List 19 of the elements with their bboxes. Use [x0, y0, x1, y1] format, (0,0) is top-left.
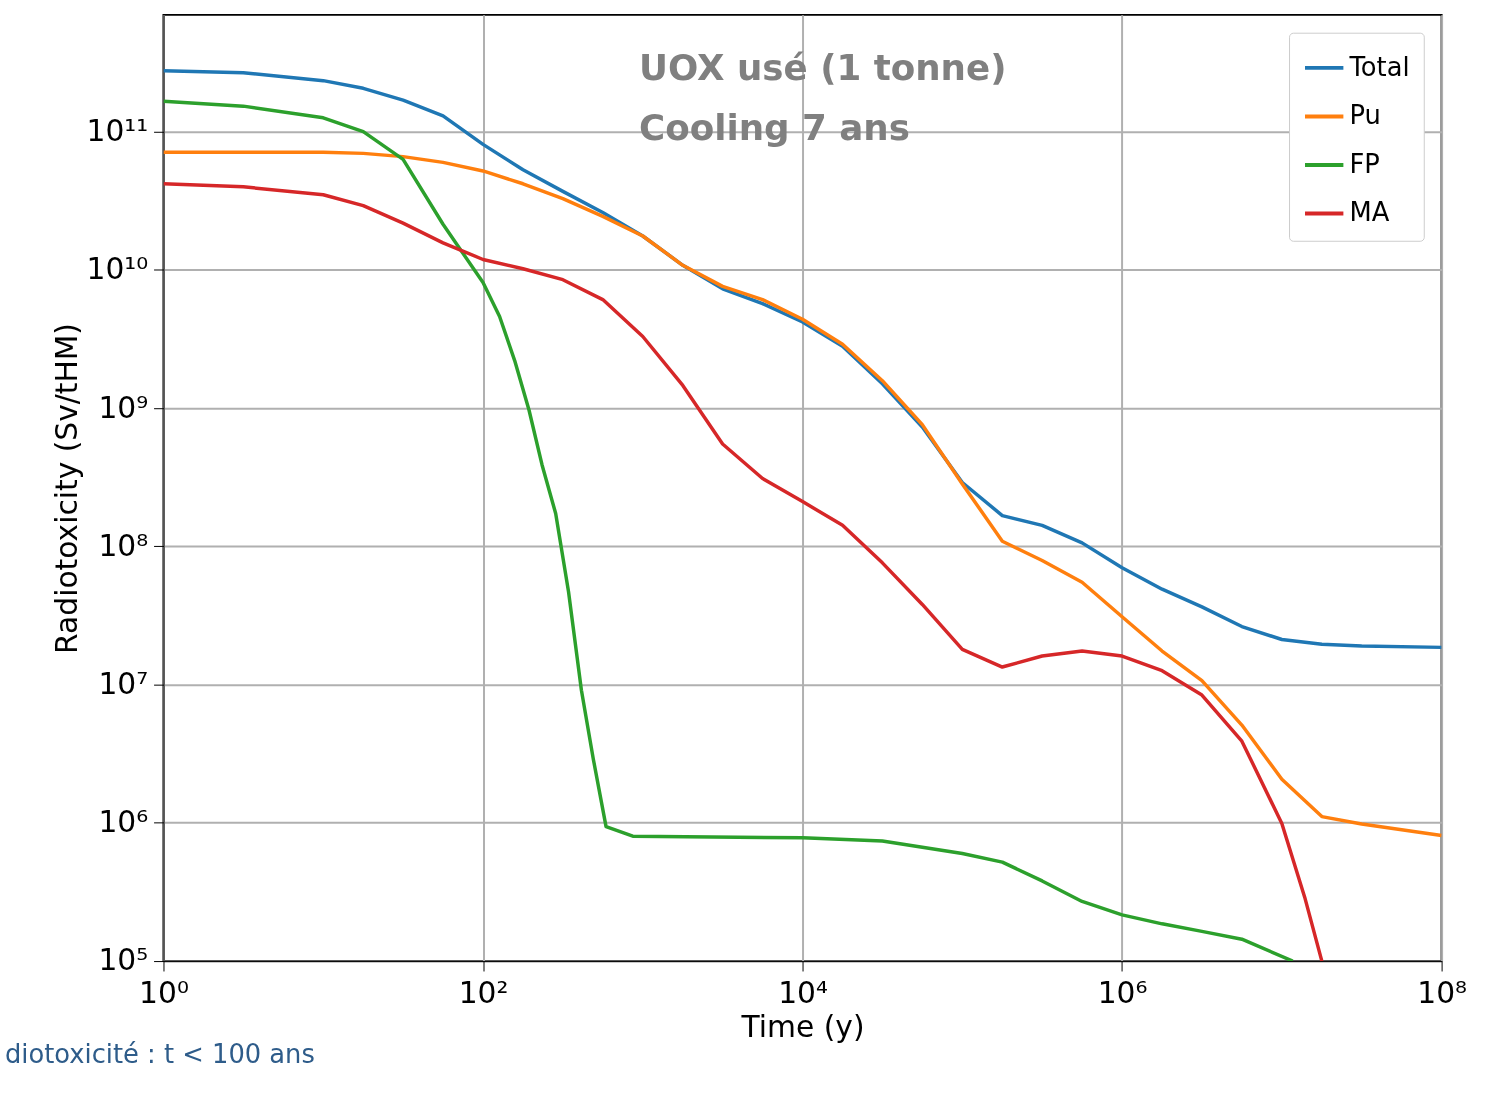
y-tick-label: 10⁷	[98, 666, 149, 702]
x-tick-label: 10²	[458, 975, 509, 1011]
x-tick-label: 10⁴	[778, 975, 828, 1011]
y-tick-label: 10⁸	[98, 527, 149, 563]
y-tick-label: 10⁶	[98, 804, 149, 840]
y-tick-label: 10⁵	[98, 942, 149, 978]
y-axis-title: Radiotoxicity (Sv/tHM)	[48, 323, 84, 654]
x-tick-label: 10⁸	[1417, 975, 1467, 1011]
y-tick-label: 10⁹	[98, 389, 149, 425]
legend-label: MA	[1349, 197, 1390, 228]
legend-label: Total	[1348, 51, 1410, 82]
text: diotoxicité : t < 100 ans	[4, 1039, 315, 1070]
y-tick-label: 10¹⁰	[86, 251, 149, 287]
x-tick-label: 10⁶	[1097, 975, 1148, 1011]
x-axis-title: Time (y)	[740, 1008, 865, 1044]
legend-label: FP	[1349, 148, 1380, 179]
x-tick-label: 10⁰	[139, 975, 189, 1011]
legend-label: Pu	[1349, 100, 1381, 131]
y-tick-label: 10¹¹	[86, 113, 149, 149]
